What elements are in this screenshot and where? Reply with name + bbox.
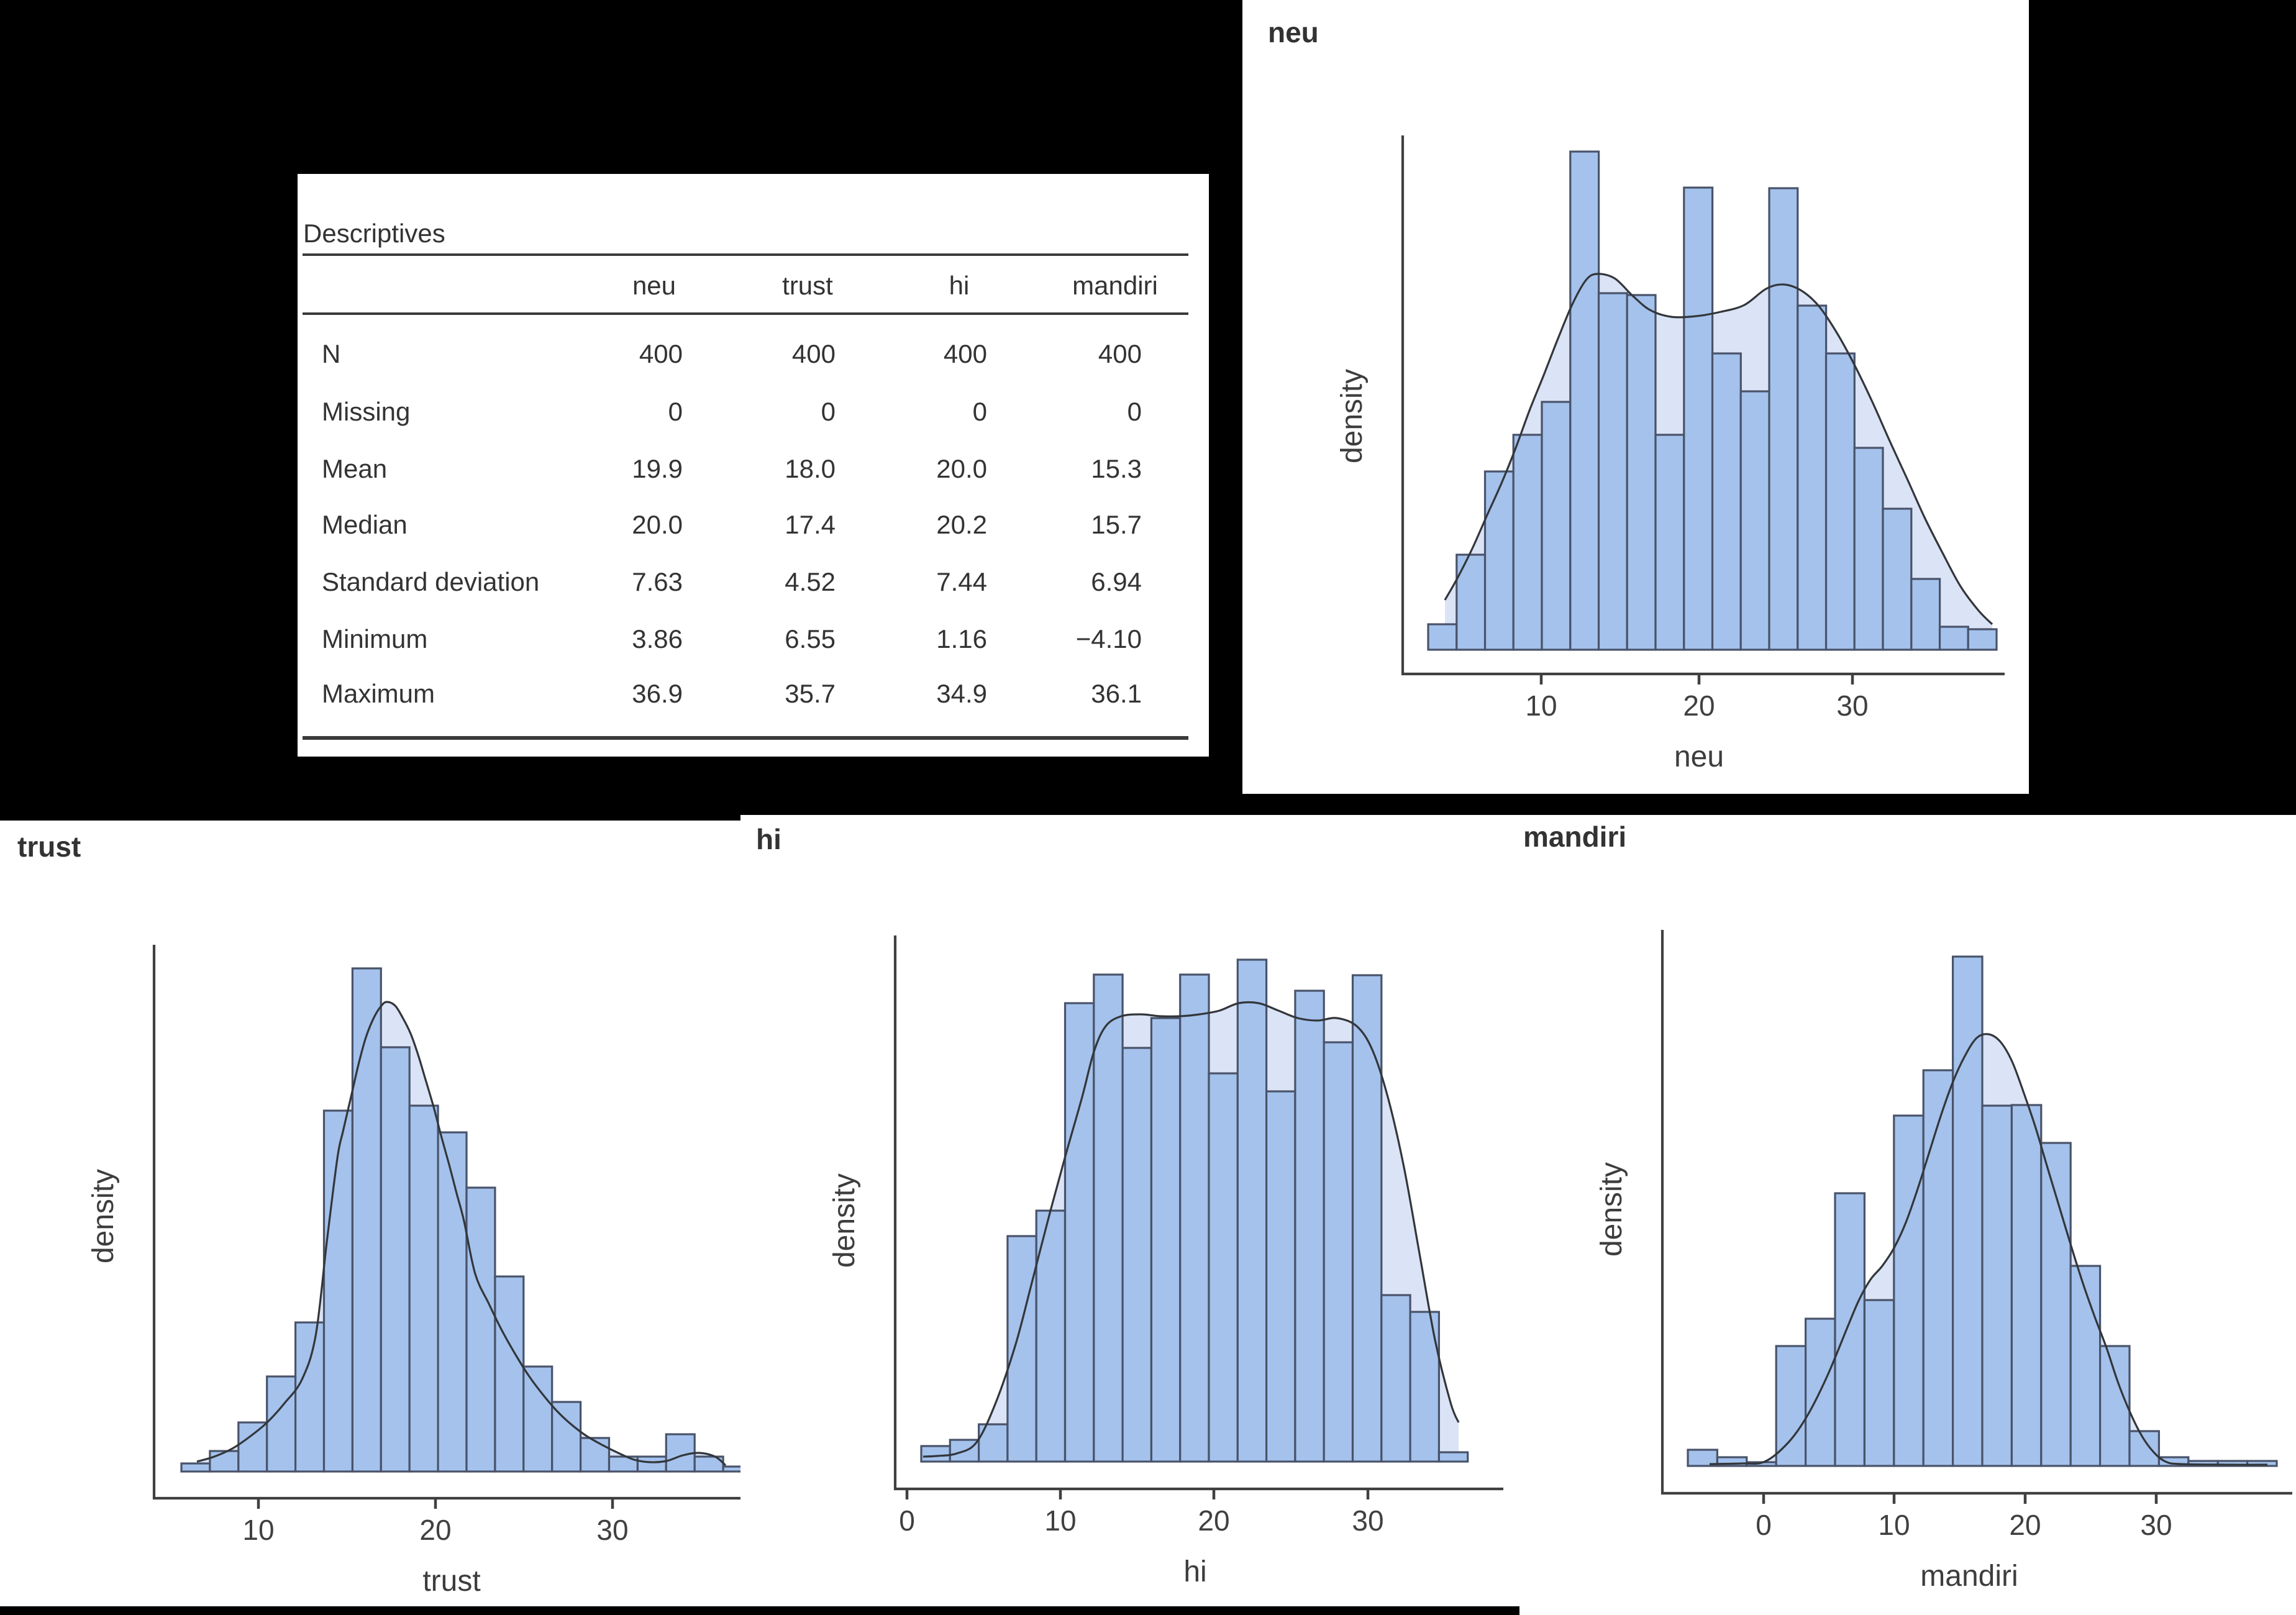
svg-text:neu: neu	[1674, 740, 1724, 773]
svg-text:30: 30	[1352, 1504, 1383, 1537]
svg-text:0: 0	[1756, 1509, 1772, 1541]
svg-text:10: 10	[1044, 1504, 1076, 1537]
svg-text:trust: trust	[17, 830, 81, 863]
svg-text:density: density	[828, 1173, 861, 1268]
svg-text:density: density	[1595, 1162, 1628, 1257]
svg-text:mandiri: mandiri	[1920, 1560, 2018, 1593]
svg-text:mandiri: mandiri	[1523, 821, 1626, 853]
svg-text:10: 10	[1525, 689, 1557, 722]
svg-text:trust: trust	[422, 1565, 480, 1598]
svg-text:10: 10	[1878, 1509, 1910, 1541]
svg-text:20: 20	[2009, 1509, 2041, 1541]
svg-text:0: 0	[899, 1504, 915, 1537]
svg-text:density: density	[1336, 369, 1369, 463]
svg-text:20: 20	[1198, 1504, 1229, 1537]
svg-text:neu: neu	[1268, 16, 1319, 48]
svg-text:30: 30	[1836, 689, 1868, 722]
svg-text:hi: hi	[756, 823, 781, 855]
svg-text:30: 30	[596, 1514, 628, 1546]
svg-text:10: 10	[242, 1514, 274, 1546]
svg-text:30: 30	[2140, 1509, 2172, 1541]
svg-text:hi: hi	[1183, 1555, 1206, 1588]
svg-text:20: 20	[419, 1514, 451, 1546]
svg-text:density: density	[87, 1169, 120, 1263]
svg-text:20: 20	[1683, 689, 1715, 722]
